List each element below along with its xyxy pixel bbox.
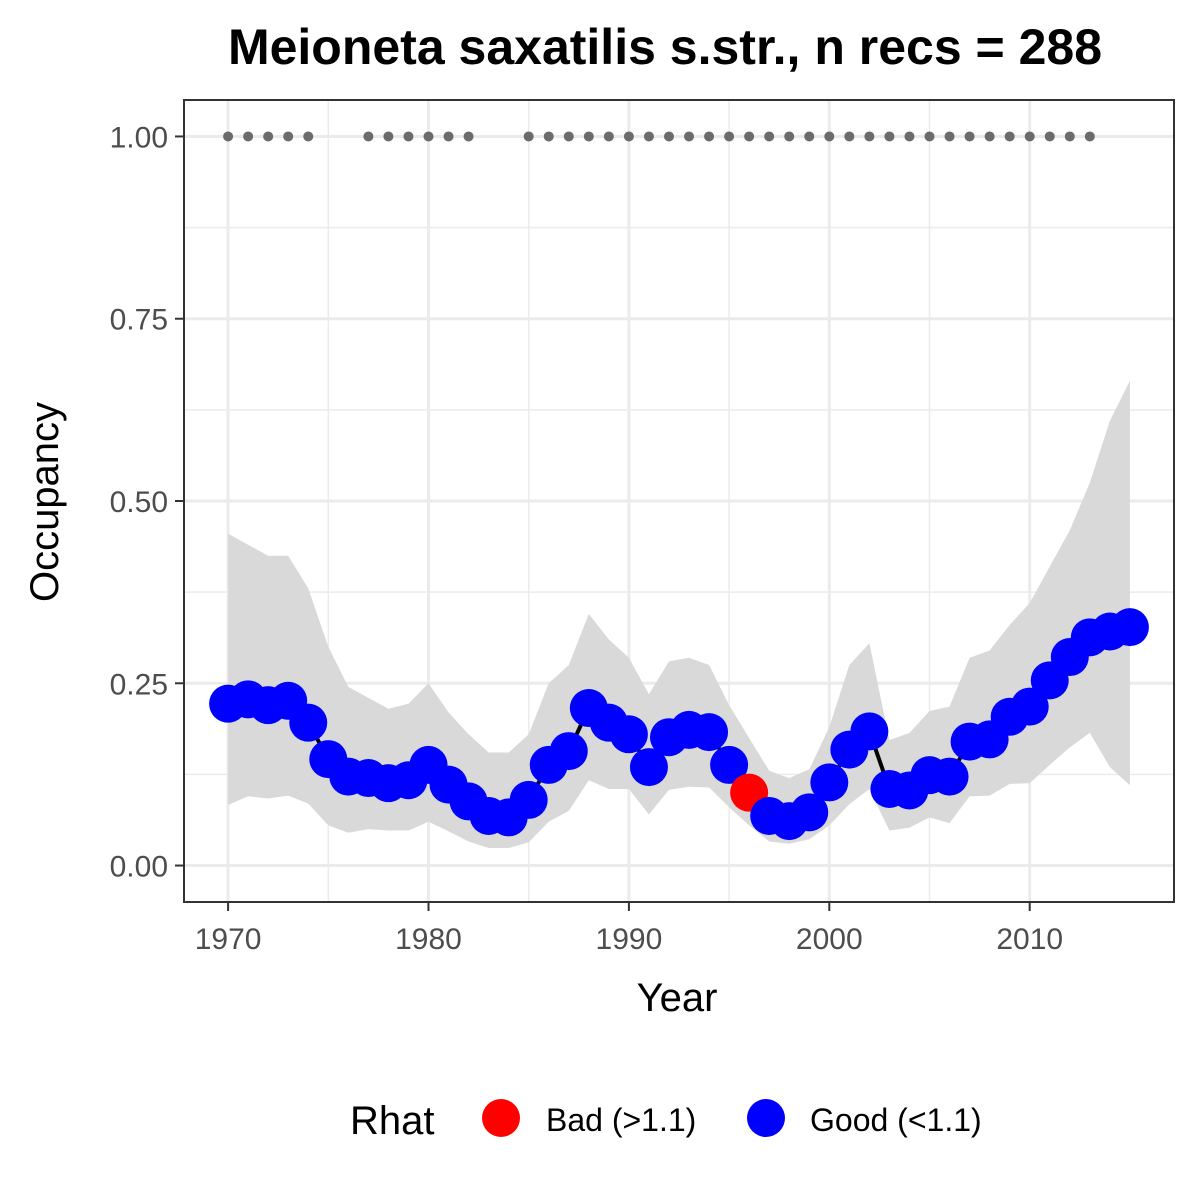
y-tick-label: 1.00 (110, 121, 168, 154)
occupancy-point (710, 745, 749, 784)
record-dot (263, 131, 274, 142)
record-dot (724, 131, 735, 142)
legend-good-label: Good (<1.1) (810, 1102, 982, 1138)
legend: Rhat Bad (>1.1) Good (<1.1) (350, 1099, 982, 1143)
record-dot (844, 131, 855, 142)
record-dot (243, 131, 254, 142)
record-dot (663, 131, 674, 142)
record-dot (804, 131, 815, 142)
occupancy-point (850, 712, 889, 751)
record-dot (463, 131, 474, 142)
x-tick-label: 2000 (796, 923, 863, 956)
y-tick-label: 0.25 (110, 668, 168, 701)
y-tick-label: 0.75 (110, 304, 168, 337)
record-dot (543, 131, 554, 142)
confidence-ribbon-layer (228, 380, 1130, 848)
record-dot (1064, 131, 1075, 142)
legend-title: Rhat (350, 1099, 435, 1143)
record-dot (363, 131, 374, 142)
legend-bad-label: Bad (>1.1) (546, 1102, 696, 1138)
occupancy-point (509, 780, 548, 819)
chart-title: Meioneta saxatilis s.str., n recs = 288 (228, 19, 1102, 75)
occupancy-point (1110, 608, 1149, 647)
x-axis-title: Year (637, 976, 718, 1020)
record-dot (443, 131, 454, 142)
record-dot (423, 131, 434, 142)
record-dot (784, 131, 795, 142)
occupancy-point (1010, 687, 1049, 726)
occupancy-point (629, 748, 668, 787)
record-dot (583, 131, 594, 142)
record-dot (964, 131, 975, 142)
record-dot (984, 131, 995, 142)
occupancy-point (609, 715, 648, 754)
record-dot (864, 131, 875, 142)
record-dot (944, 131, 955, 142)
record-dot (1024, 131, 1035, 142)
record-dot (904, 131, 915, 142)
record-dot (884, 131, 895, 142)
record-dot (623, 131, 634, 142)
y-tick-label: 0.00 (110, 851, 168, 884)
y-tick-label: 0.50 (110, 486, 168, 519)
record-dots-layer (223, 131, 1095, 142)
record-dot (303, 131, 314, 142)
x-axis: 1970 1980 1990 2000 2010 (195, 902, 1063, 956)
record-dot (223, 131, 234, 142)
x-tick-label: 2010 (996, 923, 1063, 956)
record-dot (764, 131, 775, 142)
record-dot (643, 131, 654, 142)
occupancy-point (930, 757, 969, 796)
x-tick-label: 1970 (195, 923, 262, 956)
y-axis: 0.00 0.25 0.50 0.75 1.00 (110, 121, 184, 884)
confidence-ribbon (228, 380, 1130, 848)
y-axis-title: Occupancy (23, 402, 67, 602)
record-dot (824, 131, 835, 142)
legend-bad-key (482, 1099, 520, 1137)
legend-good-key (747, 1099, 785, 1137)
occupancy-point (289, 703, 328, 742)
record-dot (744, 131, 755, 142)
occupancy-point (549, 732, 588, 771)
record-dot (684, 131, 695, 142)
record-dot (1044, 131, 1055, 142)
record-dot (563, 131, 574, 142)
x-tick-label: 1980 (395, 923, 462, 956)
record-dot (383, 131, 394, 142)
x-tick-label: 1990 (596, 923, 663, 956)
occupancy-point (690, 713, 729, 752)
occupancy-points-layer (209, 608, 1149, 841)
record-dot (704, 131, 715, 142)
record-dot (1004, 131, 1015, 142)
occupancy-point (810, 763, 849, 802)
record-dot (523, 131, 534, 142)
record-dot (283, 131, 294, 142)
record-dot (1084, 131, 1095, 142)
record-dot (403, 131, 414, 142)
record-dot (924, 131, 935, 142)
record-dot (603, 131, 614, 142)
occupancy-point (790, 793, 829, 832)
